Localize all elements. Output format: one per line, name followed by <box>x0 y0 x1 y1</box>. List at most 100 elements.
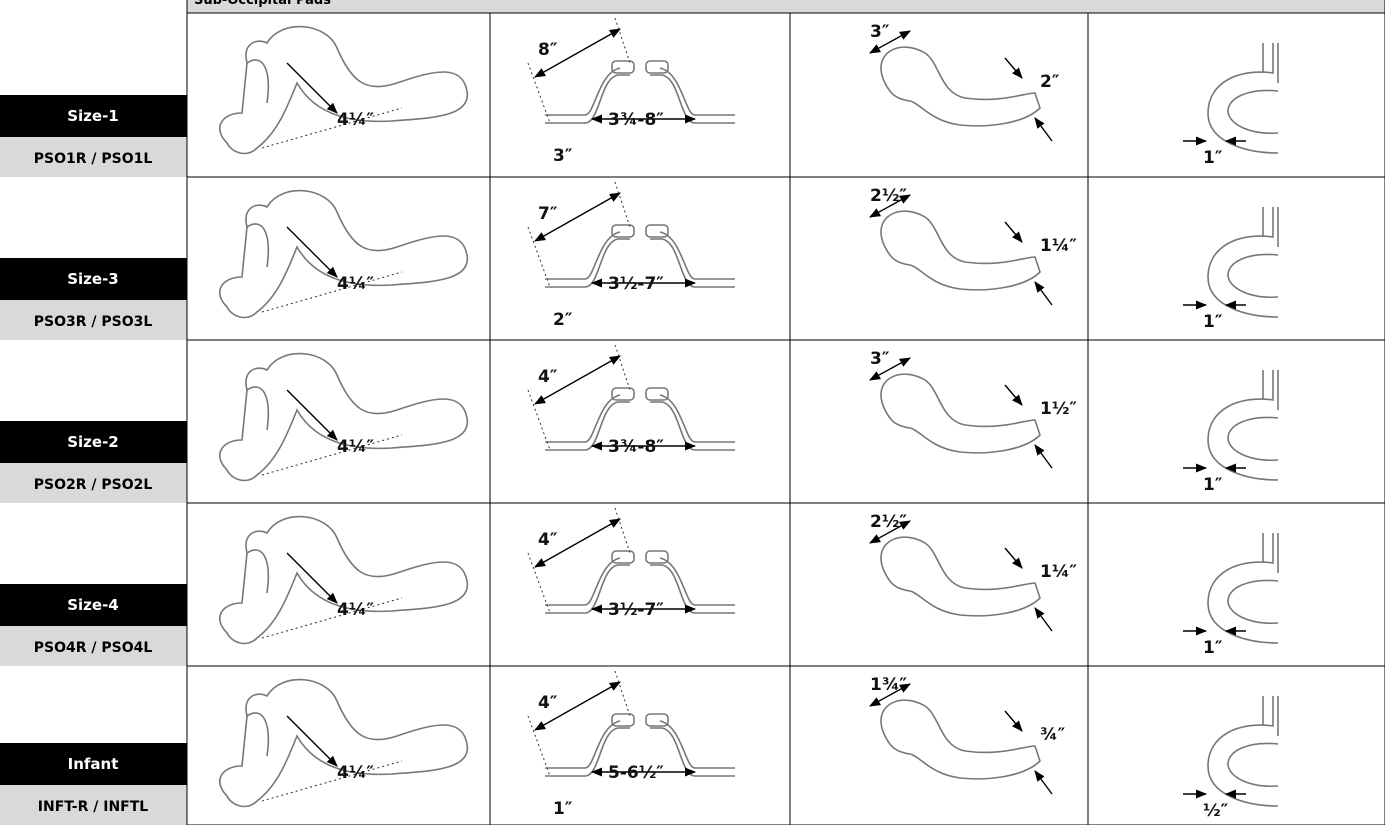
dim-arrow <box>286 552 338 604</box>
dim-line <box>527 552 551 614</box>
pad-outline <box>880 46 1041 127</box>
cell <box>186 12 491 178</box>
dim-line <box>261 107 403 149</box>
dim-arrow <box>869 520 911 544</box>
dim-arrow <box>534 681 621 731</box>
dimension-label: 4¼″ <box>337 437 374 457</box>
size-label: Size-4 <box>67 596 119 614</box>
drawing: 4¼″ <box>219 678 468 808</box>
dimension-label: ½″ <box>1203 801 1229 821</box>
cell <box>489 176 791 341</box>
pad-cushion <box>645 550 669 564</box>
dimension-label: 1¼″ <box>1040 236 1077 256</box>
pad-cushion <box>611 713 635 727</box>
dimension-label: 2″ <box>1040 72 1060 92</box>
drawing: 4″ 3½-7″ <box>527 507 735 620</box>
pad-cushion <box>611 224 635 238</box>
dimension-label: 3¾-8″ <box>608 437 664 457</box>
dimension-label: 2½″ <box>870 512 907 532</box>
dim-line <box>614 17 631 64</box>
cell <box>186 176 491 341</box>
dim-line <box>527 62 551 124</box>
dimension-label: 4¼″ <box>337 600 374 620</box>
cell <box>789 12 1089 178</box>
dimension-label: 4¼″ <box>337 763 374 783</box>
drawing: 7″ 3½-7″ 2″ <box>527 181 735 330</box>
drawing: 2½″ 1¼″ <box>869 186 1077 306</box>
drawing: 4¼″ <box>219 189 468 319</box>
pad-outline <box>219 189 468 319</box>
drawing: 3″ 2″ <box>869 22 1060 142</box>
cell <box>186 502 491 667</box>
dimension-label: 8″ <box>538 40 558 60</box>
pad-outline <box>545 394 735 451</box>
dim-arrow <box>1034 117 1053 142</box>
pad-outline <box>880 536 1041 617</box>
part-number: PSO3R / PSO3L <box>34 314 153 330</box>
drawing: 2½″ 1¼″ <box>869 512 1077 632</box>
pad-outline <box>219 515 468 645</box>
drawing: 1″ <box>1183 207 1279 332</box>
cell <box>789 665 1089 825</box>
pad-outline <box>1207 370 1279 481</box>
pad-outline <box>246 386 270 431</box>
drawing: 4¼″ <box>219 352 468 482</box>
dimension-label: 4¼″ <box>337 274 374 294</box>
dim-arrow <box>1034 281 1053 306</box>
pad-outline <box>1207 43 1279 154</box>
dim-arrow <box>869 30 911 54</box>
pad-cushion <box>645 224 669 238</box>
dim-arrow <box>1034 607 1053 632</box>
dimension-label: 3½-7″ <box>608 274 664 294</box>
dim-arrow <box>1004 547 1023 569</box>
dimension-label: 3½-7″ <box>608 600 664 620</box>
drawing: 4″ 3¾-8″ <box>527 344 735 457</box>
dim-line <box>261 760 403 802</box>
pad-outline <box>219 352 468 482</box>
pad-outline <box>219 678 468 808</box>
dim-line <box>614 507 631 554</box>
part-box <box>0 626 187 666</box>
dim-arrow <box>286 389 338 441</box>
dim-arrow <box>534 518 621 568</box>
pad-outline <box>246 223 270 268</box>
pad-cushion <box>611 60 635 74</box>
cell <box>789 176 1089 341</box>
dimension-label: 3¾-8″ <box>608 110 664 130</box>
part-number: PSO2R / PSO2L <box>34 477 153 493</box>
drawing: 4¼″ <box>219 515 468 645</box>
dimension-label: 1″ <box>1203 475 1223 495</box>
dim-arrow <box>1004 221 1023 243</box>
pad-outline <box>1207 696 1279 807</box>
cell <box>1087 665 1385 825</box>
dimension-label: 3″ <box>553 146 573 166</box>
dimension-label: 1¾″ <box>870 675 907 695</box>
dim-arrow <box>286 715 338 767</box>
header-title: Sub-Occipital Pads <box>194 0 331 8</box>
dim-arrow <box>1034 770 1053 795</box>
pad-outline <box>880 699 1041 780</box>
dim-arrow <box>869 683 911 707</box>
pad-outline <box>880 210 1041 291</box>
pad-outline <box>246 712 270 757</box>
cell <box>186 665 491 825</box>
dim-line <box>261 597 403 639</box>
dim-line <box>614 181 631 228</box>
pad-outline <box>880 373 1041 454</box>
dimension-label: 7″ <box>538 204 558 224</box>
dimension-label: 1¼″ <box>1040 562 1077 582</box>
dim-arrow <box>1004 57 1023 79</box>
size-label: Size-1 <box>67 107 119 125</box>
part-number: PSO4R / PSO4L <box>34 640 153 656</box>
pad-outline <box>545 557 735 614</box>
size-box <box>0 584 187 626</box>
pad-outline <box>1207 207 1279 318</box>
dim-line <box>261 271 403 313</box>
cell <box>489 12 791 178</box>
cell <box>789 339 1089 504</box>
cell <box>489 665 791 825</box>
size-box <box>0 743 187 785</box>
drawing: ½″ <box>1183 696 1279 821</box>
